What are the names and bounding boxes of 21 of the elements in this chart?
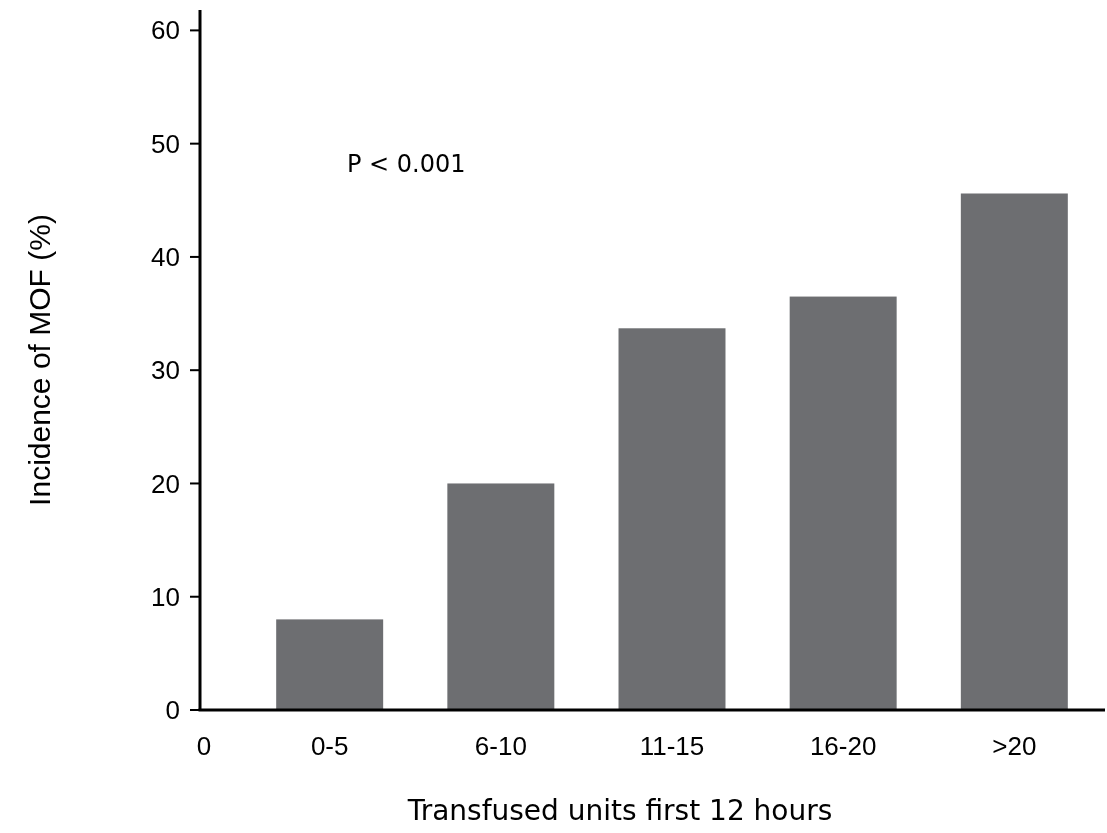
bar	[276, 619, 384, 710]
y-tick-label: 10	[151, 581, 180, 612]
y-tick-label: 60	[151, 15, 180, 46]
y-tick-label: 50	[151, 128, 180, 159]
bar	[618, 328, 726, 710]
text: 0	[196, 731, 212, 761]
bar	[960, 193, 1068, 710]
y-tick-label: 30	[151, 355, 180, 386]
x-tick-label: >20	[992, 731, 1037, 761]
bar	[789, 296, 897, 710]
annotation: P < 0.001	[347, 150, 466, 178]
x-tick-label: 0-5	[310, 731, 349, 761]
bar	[447, 483, 555, 710]
x-axis-title: Transfused units first 12 hours	[406, 794, 833, 827]
y-tick-label: 0	[165, 695, 180, 726]
y-tick-label: 40	[151, 242, 180, 273]
y-tick-label: 20	[151, 468, 180, 499]
x-tick-label: 6-10	[474, 731, 527, 761]
x-tick-label: 16-20	[809, 731, 877, 761]
x-tick-label: 11-15	[639, 731, 705, 761]
y-axis-title: Incidence of MOF (%)	[23, 214, 56, 506]
